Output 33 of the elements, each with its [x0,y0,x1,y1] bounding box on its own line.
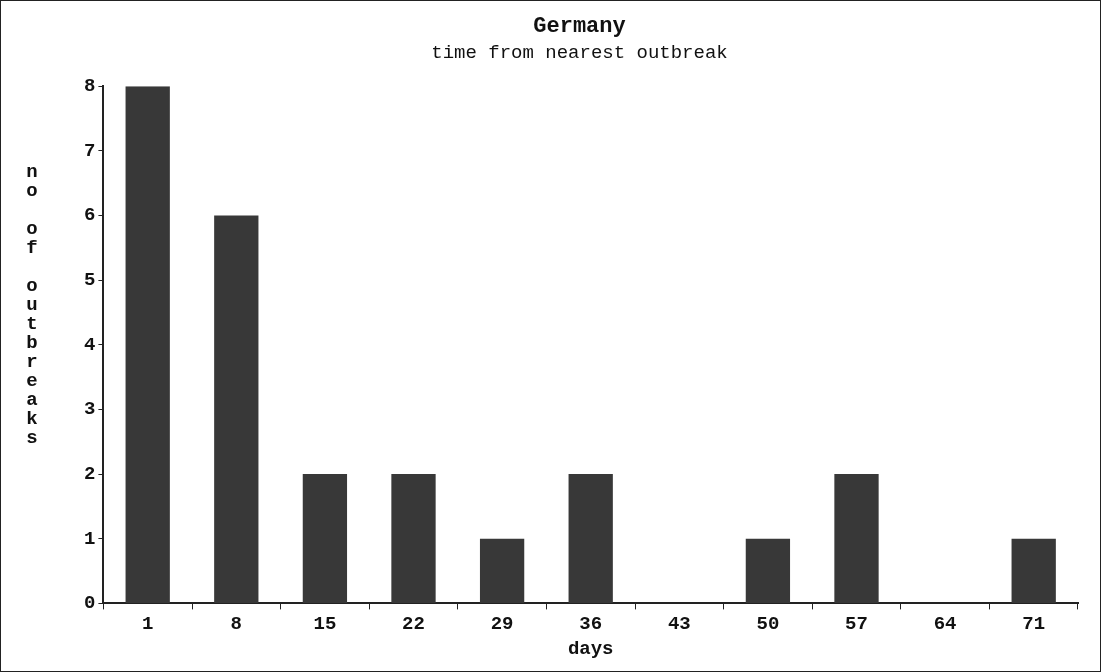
x-axis-title: days [567,638,614,661]
x-tick-label: 50 [756,612,780,635]
x-tick-label: 8 [230,612,242,635]
x-tick-label: 43 [667,612,691,635]
bar [1011,538,1056,603]
y-tick-label: 6 [84,204,96,227]
bar [568,474,613,603]
y-tick-label: 5 [84,268,96,291]
x-tick-label: 15 [313,612,337,635]
y-tick-label: 4 [84,333,96,356]
x-tick-label: 36 [579,612,603,635]
y-tick-label: 2 [84,462,96,485]
bar [479,538,525,603]
x-tick-label: 22 [402,612,425,635]
y-tick-label: 8 [84,74,96,97]
bar [834,474,879,603]
bar [391,474,436,603]
x-tick-label: 29 [490,612,514,635]
x-tick-label: 71 [1022,612,1046,635]
y-tick-label: 7 [84,139,96,162]
y-tick-label: 3 [84,398,96,421]
bar [214,215,259,603]
bar [745,538,791,603]
x-tick-label: 64 [933,612,957,635]
y-tick-label: 1 [84,527,96,550]
chart-title: Germany [533,13,626,39]
x-tick-label: 1 [142,612,154,635]
y-tick-label: 0 [84,592,96,615]
x-tick-label: 57 [845,612,868,635]
y-axis-title: no of outbreaks [21,161,43,446]
bar [302,474,348,603]
chart-subtitle: time from nearest outbreak [431,41,728,64]
bar [125,86,170,603]
